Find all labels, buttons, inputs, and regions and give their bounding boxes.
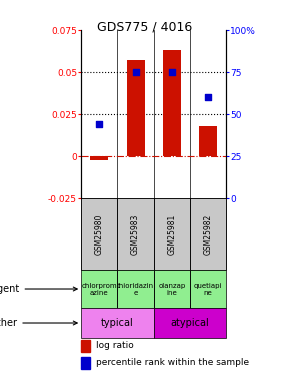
Text: other: other (0, 318, 77, 328)
Text: GSM25981: GSM25981 (167, 213, 176, 255)
Text: typical: typical (101, 318, 134, 328)
Text: GSM25980: GSM25980 (95, 213, 104, 255)
Bar (81, 198, 117, 270)
Text: chlorprom
azine: chlorprom azine (81, 282, 117, 296)
Text: atypical: atypical (171, 318, 209, 328)
Text: thioridazin
e: thioridazin e (117, 282, 154, 296)
Point (206, 94, 210, 100)
Bar (163, 50, 181, 156)
Bar (81, 309, 154, 338)
Bar (154, 309, 226, 338)
Bar (190, 270, 226, 309)
Bar (90, 156, 108, 160)
Bar (117, 270, 154, 309)
Text: quetiapi
ne: quetiapi ne (194, 282, 222, 296)
Text: GSM25982: GSM25982 (204, 213, 213, 255)
Text: percentile rank within the sample: percentile rank within the sample (96, 358, 249, 368)
Bar (190, 198, 226, 270)
Text: olanzap
ine: olanzap ine (158, 282, 185, 296)
Point (169, 69, 174, 75)
Text: GDS775 / 4016: GDS775 / 4016 (97, 21, 193, 34)
Bar (154, 270, 190, 309)
Bar (117, 198, 154, 270)
Bar (81, 270, 117, 309)
Text: log ratio: log ratio (96, 342, 133, 351)
Bar (199, 126, 217, 156)
Text: agent: agent (0, 284, 77, 294)
Point (133, 69, 138, 75)
Bar (81, 357, 90, 369)
Text: GSM25983: GSM25983 (131, 213, 140, 255)
Bar (154, 198, 190, 270)
Bar (126, 60, 145, 156)
Point (97, 121, 102, 127)
Bar (81, 340, 90, 352)
